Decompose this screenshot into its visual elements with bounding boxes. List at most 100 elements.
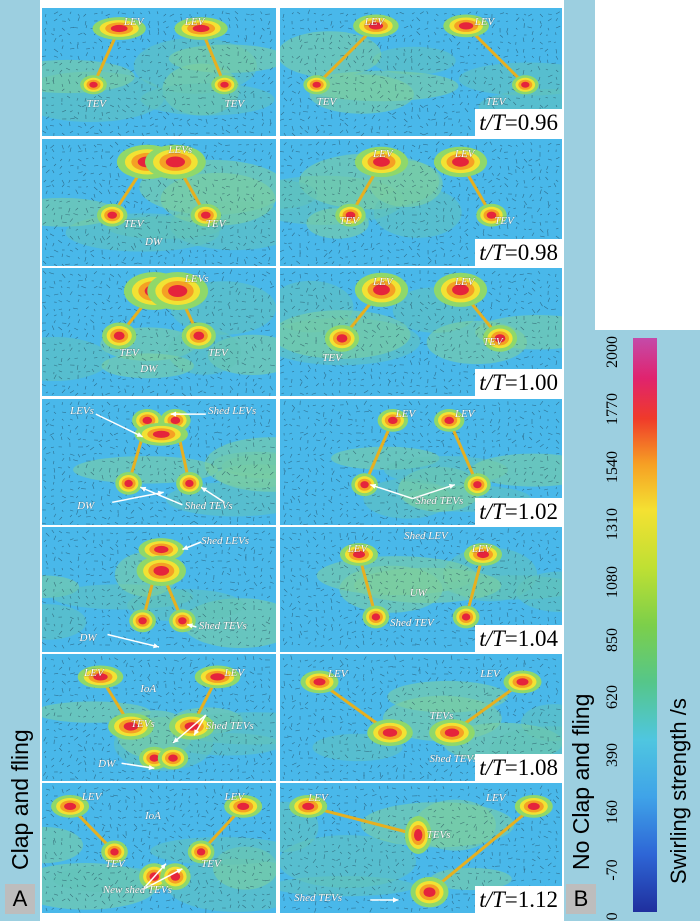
swirl-wash — [372, 46, 456, 75]
flow-field-panel-noclap-row4: LEV LEV Shed TEVs t/T=1.02 — [280, 399, 562, 525]
vortex-label: DW — [77, 499, 95, 512]
swirl-wash — [42, 826, 83, 864]
vortex-core — [149, 754, 160, 762]
vector-field — [42, 269, 276, 396]
vortex-core — [154, 545, 169, 554]
time-label: t/T=1.00 — [475, 369, 562, 396]
vortex-core — [193, 331, 205, 340]
vortex-core — [423, 887, 436, 897]
time-label: t/T=1.12 — [475, 886, 562, 913]
vortex-label: LEV — [308, 792, 328, 805]
vector-field — [280, 140, 560, 266]
vortex-label: DW — [98, 758, 116, 771]
vortex-core — [185, 479, 194, 487]
flow-field-panel-clap-row3: LEVs TEV TEV DW — [42, 268, 276, 396]
vector-field — [280, 528, 562, 650]
annotation-arrow — [139, 486, 183, 506]
annotation-arrowhead — [160, 863, 166, 870]
vortex-core — [461, 613, 471, 621]
vortex-core — [388, 416, 398, 424]
vortex-core — [371, 613, 381, 621]
vortex-label: LEV — [184, 15, 205, 28]
vortex-label: LEV — [224, 666, 245, 679]
annotation-arrow — [142, 868, 183, 891]
vortex-label: LEV — [454, 407, 475, 420]
vortex-label: LEV — [474, 15, 495, 28]
flow-field-panel-clap-row6: LEV IoA LEV TEVs Shed TEVs DW — [42, 654, 276, 781]
annotation-arrowhead — [393, 897, 399, 903]
flow-field-panel-clap-row5: Shed LEVs Shed TEVs DW — [42, 527, 276, 652]
vortex-label: TEVs — [426, 828, 451, 841]
colorbar-tick-label: 620 — [604, 685, 621, 710]
vortex-label: LEV — [364, 15, 385, 28]
vortex-label: LEV — [480, 667, 500, 680]
annotation-arrowhead — [153, 643, 159, 649]
vortex-label: LEVs — [168, 144, 193, 157]
vortex-label: DW — [79, 632, 97, 644]
time-value: =1.02 — [504, 499, 558, 524]
vector-field — [42, 401, 276, 525]
vortex-core — [142, 416, 153, 424]
vortex-label: TEV — [316, 96, 337, 109]
colorbar-label: Swirling strength /s — [666, 698, 691, 884]
time-label: t/T=1.02 — [475, 498, 562, 525]
vortex-core — [89, 81, 98, 88]
vortex-label: TEV — [201, 858, 221, 871]
swirl-wash — [354, 567, 502, 603]
vortex-label: IoA — [140, 683, 157, 696]
vortex-core — [382, 728, 398, 737]
vortex-core — [477, 550, 489, 559]
time-value: =1.08 — [504, 755, 558, 780]
annotation-arrowhead — [176, 868, 183, 874]
vortex-label: TEVs — [429, 709, 454, 722]
vortex-label: LEV — [485, 792, 506, 805]
vector-field — [280, 655, 562, 781]
vortex-core — [192, 24, 210, 33]
vortex-label: TEV — [119, 347, 139, 360]
vortex-core — [124, 479, 133, 487]
vortex-label: TEV — [123, 217, 144, 230]
vortex-label: LEVs — [70, 405, 94, 418]
vector-field — [280, 400, 562, 525]
vortex-label: Shed TEVs — [198, 619, 247, 632]
vortex-label: TEV — [205, 217, 226, 230]
time-symbol: t/T — [479, 240, 505, 265]
annotation-arrow — [121, 762, 155, 770]
annotation-arrowhead — [194, 729, 200, 736]
vortex-core — [345, 211, 356, 219]
vortex-core — [494, 334, 506, 343]
colorbar-tick-label: 1770 — [604, 393, 621, 426]
annotation-arrowhead — [136, 432, 143, 437]
swirl-wash — [458, 62, 562, 96]
annotation-arrowhead — [148, 764, 155, 771]
time-label: t/T=1.08 — [475, 754, 562, 781]
vortex-label: UW — [409, 587, 427, 599]
vortex-core — [64, 802, 77, 810]
annotation-arrow — [95, 413, 143, 438]
vortex-core — [313, 678, 326, 686]
vortex-label: Shed TEVs — [415, 494, 464, 507]
time-label: t/T=0.96 — [475, 109, 562, 136]
vortex-core — [201, 211, 211, 219]
annotation-arrow — [412, 483, 456, 500]
vortex-core — [452, 284, 469, 296]
annotation-arrowhead — [370, 483, 377, 489]
vortex-core — [165, 156, 185, 168]
swirl-wash — [280, 835, 417, 888]
vortex-core — [153, 566, 170, 576]
vortex-core — [178, 617, 187, 625]
left-column-title: Clap and fling — [7, 729, 33, 870]
swirl-wash — [309, 74, 414, 114]
vortex-label: TEV — [208, 347, 228, 360]
panel-letter-b: B — [566, 884, 596, 914]
wing-section — [428, 805, 535, 894]
colorbar-tick-label: 2000 — [604, 336, 621, 368]
annotation-arrow — [142, 863, 167, 891]
vortex-label: LEV — [327, 667, 348, 680]
vortex-label: LEV — [347, 543, 368, 556]
annotation-arrow — [172, 714, 207, 744]
vector-field — [42, 10, 276, 136]
vortex-label: Shed TEVs — [205, 720, 254, 733]
vortex-label: TEV — [339, 215, 359, 228]
vortex-label: LEV — [84, 666, 104, 679]
